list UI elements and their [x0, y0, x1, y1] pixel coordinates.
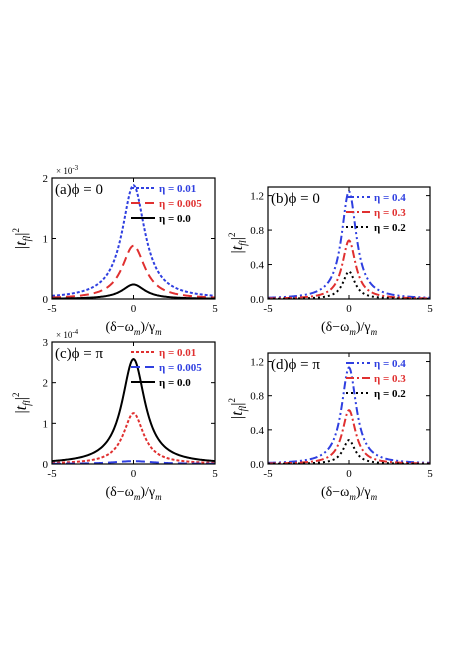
- y-tick: 0: [43, 294, 215, 306]
- y-tick: 0.0: [250, 459, 430, 471]
- series-line-3: [52, 283, 215, 299]
- y-tick-label: 3: [43, 337, 49, 349]
- legend-entry: η = 0.3: [374, 373, 406, 385]
- panel-label: (b)ϕ = 0: [271, 191, 320, 207]
- x-tick: -5: [47, 342, 57, 480]
- series-line-2: [268, 239, 430, 299]
- y-axis-label: |tfl|2: [227, 398, 249, 419]
- x-tick-label: 5: [212, 303, 218, 315]
- x-tick-label: 5: [427, 303, 433, 315]
- y-tick-label: 2: [43, 378, 49, 390]
- x-tick-label: -5: [263, 303, 273, 315]
- x-tick-label: 0: [131, 468, 137, 480]
- y-tick: 1: [43, 418, 215, 430]
- x-tick: -5: [47, 178, 57, 315]
- y-tick: 0.8: [250, 391, 430, 403]
- y-tick-label: 0.4: [250, 425, 264, 437]
- y-tick-label: 0.0: [250, 294, 264, 306]
- y-tick: 1.2: [250, 357, 430, 369]
- legend-entry: η = 0.0: [159, 377, 191, 389]
- panel-label: (a)ϕ = 0: [55, 182, 103, 198]
- x-tick-label: 0: [346, 303, 352, 315]
- x-axis-label: (δ−ωm)/γm: [321, 320, 378, 337]
- y-tick-label: 0: [43, 294, 49, 306]
- series-line-1: [52, 184, 215, 297]
- y-tick-label: 1.2: [250, 191, 264, 203]
- x-tick: -5: [263, 187, 273, 315]
- x-axis-label: (δ−ωm)/γm: [105, 320, 162, 337]
- x-tick: 0: [346, 353, 352, 480]
- series-line-1: [268, 366, 430, 464]
- y-tick: 3: [43, 337, 215, 349]
- legend-entry: η = 0.005: [159, 362, 202, 374]
- y-tick: 2: [43, 378, 215, 390]
- y-tick-label: 0.8: [250, 225, 264, 237]
- series-line-2: [52, 244, 215, 299]
- x-tick: 0: [131, 342, 137, 480]
- y-axis-label: |tfl|2: [227, 233, 249, 254]
- panel-label: (d)ϕ = π: [271, 357, 320, 373]
- legend-entry: η = 0.3: [374, 207, 406, 219]
- x-tick-label: 0: [131, 303, 137, 315]
- x-axis-label: (δ−ωm)/γm: [105, 485, 162, 502]
- y-tick-label: 0.8: [250, 391, 264, 403]
- y-axis-label: |tfl|2: [11, 393, 33, 414]
- x-tick: 0: [131, 178, 137, 315]
- legend-entry: η = 0.4: [374, 192, 406, 204]
- axis-scale-note: × 10-4: [56, 328, 79, 340]
- x-tick: 0: [346, 187, 352, 315]
- x-tick: 5: [427, 353, 433, 480]
- y-tick: 0.8: [250, 225, 430, 237]
- y-tick-label: 0.0: [250, 459, 264, 471]
- x-tick-label: -5: [47, 303, 57, 315]
- y-axis-label: |tfl|2: [11, 228, 33, 249]
- y-tick-label: 0: [43, 459, 49, 471]
- x-tick: 5: [212, 342, 218, 480]
- y-tick-label: 0.4: [250, 260, 264, 272]
- legend-entry: η = 0.4: [374, 358, 406, 370]
- y-tick: 0.4: [250, 260, 430, 272]
- y-tick-label: 1: [43, 234, 49, 246]
- legend-entry: η = 0.0: [159, 213, 191, 225]
- y-tick: 0.0: [250, 294, 430, 306]
- y-tick: 2: [43, 173, 215, 185]
- x-tick-label: 0: [346, 468, 352, 480]
- y-tick: 1: [43, 234, 215, 246]
- x-tick-label: 5: [427, 468, 433, 480]
- x-tick-label: 5: [212, 468, 218, 480]
- y-tick: 1.2: [250, 191, 430, 203]
- legend-entry: η = 0.005: [159, 198, 202, 210]
- series-line-1: [52, 412, 215, 464]
- chart-panel-b: 0.0 0.4 0.8 1.2 -5 0 5 (b)ϕ = 0 η = 0.4 η = 0.3 η …: [227, 186, 433, 337]
- legend-entry: η = 0.2: [374, 222, 406, 234]
- axis-scale-note: × 10-3: [56, 164, 79, 176]
- series-line-3: [268, 270, 430, 299]
- chart-panel-d: 0.0 0.4 0.8 1.2 -5 0 5 (d)ϕ = π η = 0.4 η = 0.3 η …: [227, 352, 433, 502]
- y-tick: 0.4: [250, 425, 430, 437]
- x-tick: -5: [263, 353, 273, 480]
- legend-entry: η = 0.01: [159, 347, 196, 359]
- series-line-1: [268, 189, 430, 299]
- x-tick-label: -5: [47, 468, 57, 480]
- y-tick-label: 2: [43, 173, 49, 185]
- x-axis-label: (δ−ωm)/γm: [321, 485, 378, 502]
- panel-label: (c)ϕ = π: [55, 346, 104, 362]
- y-tick-label: 1.2: [250, 357, 264, 369]
- y-tick: 0: [43, 459, 215, 471]
- series-line-2: [268, 409, 430, 464]
- x-tick: 5: [427, 187, 433, 315]
- x-tick: 5: [212, 178, 218, 315]
- x-tick-label: -5: [263, 468, 273, 480]
- y-tick-label: 1: [43, 418, 49, 430]
- series-line-3: [52, 357, 215, 463]
- legend-entry: η = 0.01: [159, 183, 196, 195]
- legend-entry: η = 0.2: [374, 388, 406, 400]
